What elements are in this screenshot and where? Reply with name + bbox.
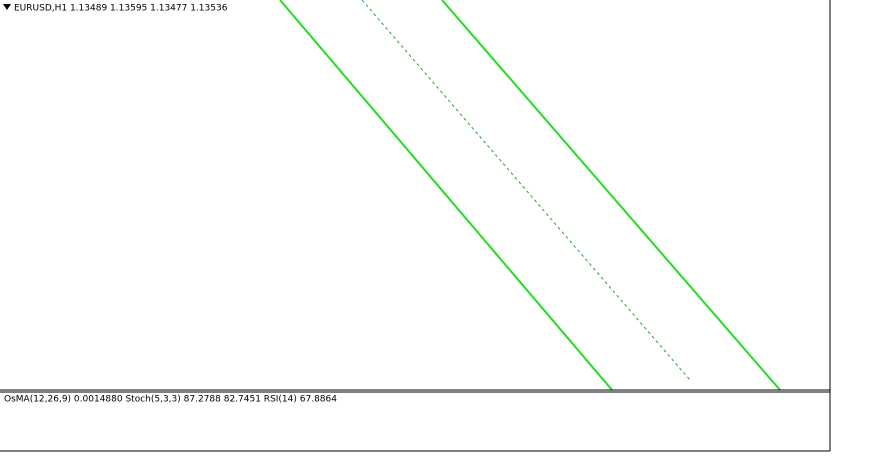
indicator-title: OsMA(12,26,9) 0.0014880 Stoch(5,3,3) 87.…	[4, 395, 337, 405]
chart-title: EURUSD,H1 1.13489 1.13595 1.13477 1.1353…	[14, 4, 228, 14]
channel-line	[279, 0, 613, 391]
symbol-marker	[3, 4, 11, 10]
channel-line	[441, 0, 781, 391]
channel-lines	[279, 0, 781, 391]
